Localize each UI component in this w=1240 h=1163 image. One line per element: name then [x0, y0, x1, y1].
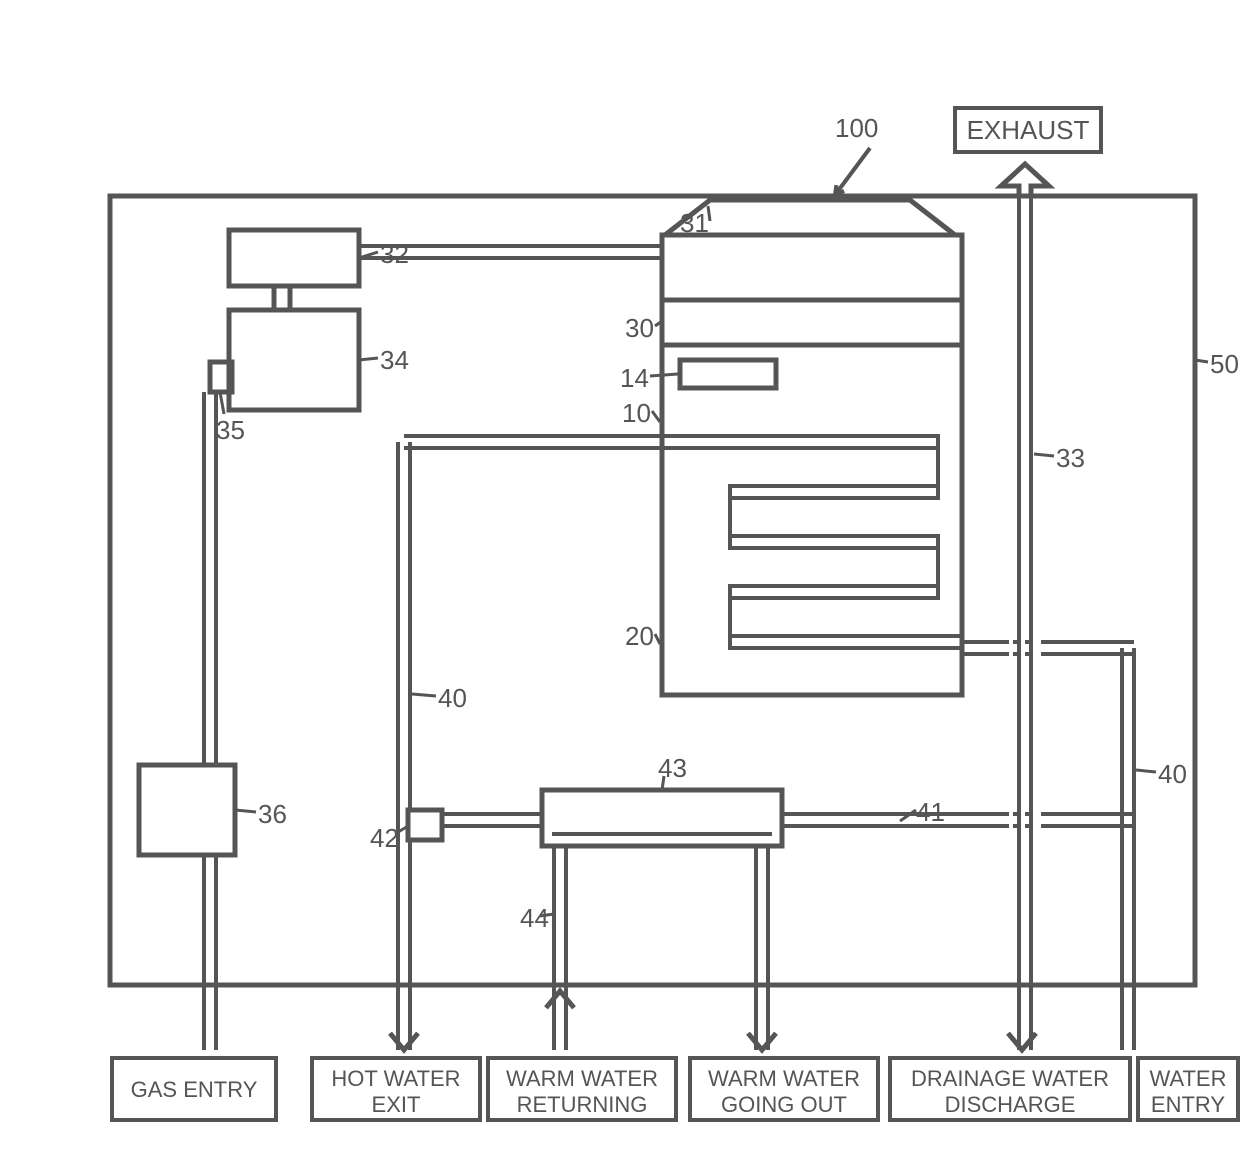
svg-text:EXHAUST: EXHAUST — [967, 115, 1090, 145]
svg-text:44: 44 — [520, 903, 549, 933]
svg-text:36: 36 — [258, 799, 287, 829]
svg-text:10: 10 — [622, 398, 651, 428]
svg-text:40: 40 — [438, 683, 467, 713]
svg-text:HOT WATER: HOT WATER — [331, 1066, 460, 1091]
svg-text:35: 35 — [216, 415, 245, 445]
svg-text:EXIT: EXIT — [372, 1092, 421, 1117]
svg-text:ENTRY: ENTRY — [1151, 1092, 1225, 1117]
svg-text:WATER: WATER — [1150, 1066, 1227, 1091]
svg-text:31: 31 — [680, 208, 709, 238]
svg-text:DISCHARGE: DISCHARGE — [945, 1092, 1076, 1117]
svg-text:14: 14 — [620, 363, 649, 393]
svg-text:RETURNING: RETURNING — [517, 1092, 648, 1117]
svg-text:43: 43 — [658, 753, 687, 783]
svg-text:GAS ENTRY: GAS ENTRY — [131, 1077, 258, 1102]
svg-text:32: 32 — [380, 239, 409, 269]
svg-text:42: 42 — [370, 823, 399, 853]
svg-text:30: 30 — [625, 313, 654, 343]
svg-text:100: 100 — [835, 113, 878, 143]
svg-text:34: 34 — [380, 345, 409, 375]
hot-water-system-diagram: EXHAUST 100 31 30 14 10 20 32 34 35 36 50 33 40 40 41 42… — [0, 0, 1240, 1163]
svg-text:DRAINAGE WATER: DRAINAGE WATER — [911, 1066, 1109, 1091]
svg-text:33: 33 — [1056, 443, 1085, 473]
svg-text:50: 50 — [1210, 349, 1239, 379]
svg-text:40: 40 — [1158, 759, 1187, 789]
svg-text:41: 41 — [916, 797, 945, 827]
svg-text:20: 20 — [625, 621, 654, 651]
svg-text:GOING OUT: GOING OUT — [721, 1092, 847, 1117]
svg-text:WARM WATER: WARM WATER — [506, 1066, 658, 1091]
svg-text:WARM WATER: WARM WATER — [708, 1066, 860, 1091]
